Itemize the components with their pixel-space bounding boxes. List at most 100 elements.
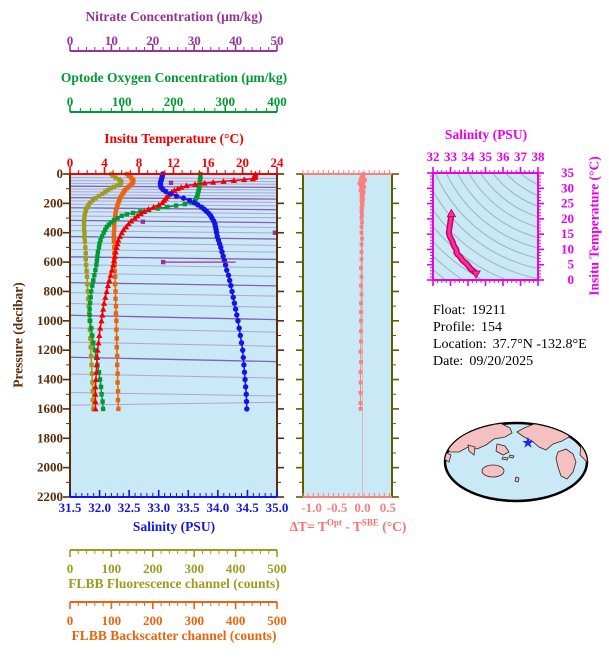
data-marker bbox=[92, 391, 99, 397]
tick-label: 600 bbox=[44, 254, 64, 269]
data-marker bbox=[116, 406, 121, 412]
density-contour bbox=[69, 391, 278, 397]
data-marker bbox=[198, 174, 203, 179]
density-contour bbox=[69, 281, 278, 287]
tick-label: -0.5 bbox=[327, 500, 348, 515]
data-marker bbox=[92, 383, 99, 390]
data-marker bbox=[97, 324, 104, 331]
data-marker bbox=[95, 249, 101, 255]
tick-label: 12 bbox=[167, 155, 180, 170]
tick-label: 38 bbox=[532, 149, 546, 164]
temperature-axis-title: Insitu Temperature (°C) bbox=[104, 131, 244, 146]
data-marker bbox=[82, 214, 87, 219]
data-marker bbox=[112, 221, 117, 227]
tick-label: 0.5 bbox=[380, 500, 397, 515]
data-marker bbox=[89, 289, 94, 294]
data-marker bbox=[91, 340, 96, 346]
data-marker bbox=[243, 398, 250, 405]
data-marker bbox=[83, 208, 88, 213]
data-marker bbox=[159, 199, 166, 206]
data-marker bbox=[130, 210, 136, 216]
data-marker bbox=[140, 219, 146, 224]
map-landmass bbox=[508, 454, 515, 459]
data-marker bbox=[119, 213, 124, 219]
delta-t-sup-sbe: SBE bbox=[361, 517, 379, 528]
data-marker bbox=[358, 380, 363, 385]
tick-label: 100 bbox=[112, 94, 132, 109]
data-marker bbox=[242, 384, 249, 390]
tick-label: 500 bbox=[267, 561, 287, 576]
data-marker bbox=[84, 205, 90, 210]
data-marker bbox=[114, 353, 120, 359]
data-marker bbox=[94, 262, 99, 268]
data-marker bbox=[113, 208, 119, 213]
data-marker bbox=[210, 179, 217, 185]
data-marker bbox=[87, 318, 93, 324]
ts-temperature-title: Insitu Temperature (°C) bbox=[586, 156, 602, 296]
tick-label: 50 bbox=[271, 33, 284, 48]
data-marker bbox=[113, 289, 118, 294]
data-marker bbox=[84, 268, 89, 274]
tick-label: 34.0 bbox=[206, 500, 229, 515]
data-marker bbox=[88, 336, 93, 341]
tick-label: 31.5 bbox=[59, 500, 82, 515]
data-marker bbox=[198, 176, 203, 181]
data-marker bbox=[103, 288, 110, 294]
tick-label: 400 bbox=[267, 94, 287, 109]
ts-salinity-title: Salinity (PSU) bbox=[444, 127, 528, 142]
data-marker bbox=[115, 389, 121, 394]
tick-label: 2000 bbox=[37, 460, 63, 475]
delta-t-chart: -1.0 -0.5 0.0 0.5 bbox=[296, 170, 399, 515]
oxygen-axis-title: Optode Oxygen Concentration (μm/kg) bbox=[60, 70, 288, 85]
data-marker bbox=[241, 176, 248, 183]
float-label: Float: bbox=[433, 303, 466, 318]
data-marker bbox=[83, 256, 88, 262]
tick-label: 35 bbox=[561, 165, 575, 180]
tick-label: 8 bbox=[136, 155, 143, 170]
data-marker bbox=[114, 183, 120, 188]
tick-label: 0 bbox=[67, 561, 74, 576]
delta-t-axis-title: ΔT= TOpt - TSBE (°C) bbox=[290, 517, 407, 534]
data-marker bbox=[196, 187, 202, 192]
map-landmass bbox=[555, 448, 577, 480]
data-marker bbox=[220, 178, 227, 184]
data-marker bbox=[114, 362, 120, 368]
data-marker bbox=[234, 312, 240, 318]
data-marker bbox=[96, 370, 102, 375]
data-marker bbox=[105, 187, 110, 193]
data-marker bbox=[102, 189, 108, 195]
tick-label: 1200 bbox=[37, 342, 63, 357]
float-metadata: Float: 19211 Profile: 154 Location: 37.7°N … bbox=[433, 302, 593, 370]
data-marker bbox=[240, 354, 246, 361]
data-marker bbox=[92, 398, 99, 405]
data-marker bbox=[82, 211, 88, 216]
data-marker bbox=[113, 296, 118, 301]
tick-label: 32 bbox=[427, 149, 440, 164]
data-marker bbox=[81, 218, 87, 223]
date-value: 09/20/2025 bbox=[469, 354, 534, 369]
series-temperature bbox=[92, 170, 259, 412]
data-marker bbox=[360, 203, 365, 208]
data-marker bbox=[90, 198, 95, 203]
density-contour bbox=[69, 211, 278, 215]
isoline bbox=[513, 56, 609, 172]
data-marker bbox=[83, 245, 88, 250]
data-marker bbox=[100, 300, 108, 306]
density-contour bbox=[69, 182, 278, 185]
data-marker bbox=[84, 274, 90, 279]
data-marker bbox=[87, 301, 93, 306]
data-marker bbox=[191, 181, 199, 187]
density-contour bbox=[69, 196, 278, 200]
tick-label: 20 bbox=[561, 211, 574, 226]
data-marker bbox=[112, 226, 117, 231]
data-marker bbox=[81, 221, 87, 227]
series-delta-t bbox=[357, 172, 367, 411]
data-marker bbox=[122, 223, 130, 230]
data-marker bbox=[168, 180, 174, 186]
data-marker bbox=[361, 175, 366, 180]
data-marker bbox=[194, 196, 199, 201]
data-marker bbox=[124, 212, 130, 217]
data-marker bbox=[239, 347, 246, 353]
tick-label: 35 bbox=[479, 149, 493, 164]
